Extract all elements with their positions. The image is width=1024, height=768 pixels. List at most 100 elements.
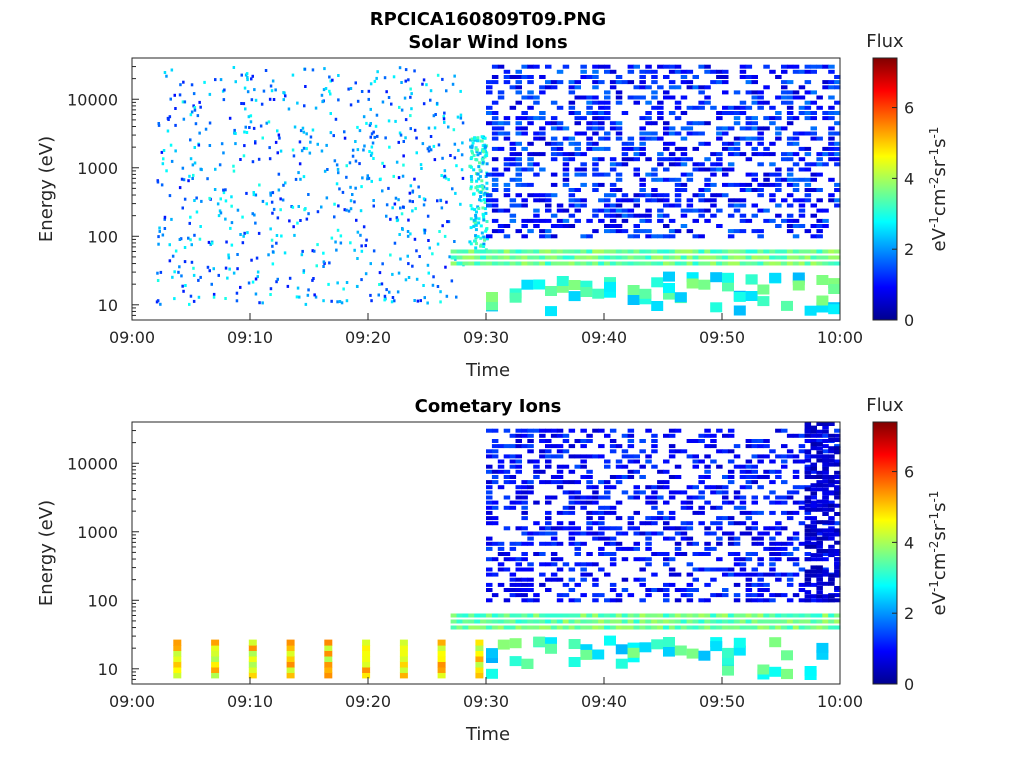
- heatmap-cell: [592, 261, 599, 266]
- heatmap-cell: [663, 500, 670, 505]
- heatmap-cell: [200, 199, 203, 203]
- heatmap-cell: [545, 141, 552, 146]
- heatmap-cell: [786, 249, 794, 254]
- heatmap-cell: [402, 140, 405, 143]
- heatmap-cell: [562, 526, 570, 531]
- heatmap-cell: [633, 261, 640, 266]
- heatmap-cell: [322, 260, 326, 264]
- heatmap-cell: [627, 208, 635, 213]
- heatmap-cell: [657, 193, 664, 198]
- heatmap-cell: [828, 581, 835, 586]
- heatmap-cell: [757, 444, 764, 449]
- heatmap-cell: [645, 485, 652, 490]
- heatmap-cell: [615, 516, 623, 521]
- heatmap-cell: [804, 69, 812, 74]
- heatmap-cell: [792, 619, 800, 624]
- heatmap-cell: [810, 454, 817, 459]
- heatmap-cell: [834, 565, 841, 570]
- heatmap-cell: [435, 101, 439, 105]
- heatmap-cell: [651, 69, 658, 74]
- heatmap-cell: [533, 598, 540, 603]
- heatmap-cell: [232, 271, 236, 275]
- heatmap-cell: [562, 182, 570, 187]
- heatmap-cell: [470, 207, 474, 211]
- heatmap-cell: [293, 125, 297, 129]
- heatmap-cell: [503, 454, 511, 459]
- heatmap-cell: [792, 116, 800, 121]
- heatmap-cell: [816, 229, 823, 234]
- heatmap-cell: [816, 581, 823, 586]
- heatmap-cell: [810, 557, 817, 562]
- heatmap-cell: [798, 198, 806, 203]
- heatmap-cell: [408, 199, 412, 203]
- x-tick-label: 09:50: [699, 692, 745, 711]
- heatmap-cell: [222, 188, 225, 192]
- heatmap-cell: [674, 100, 682, 105]
- heatmap-cell: [710, 80, 717, 85]
- heatmap-cells-2: [173, 422, 841, 680]
- heatmap-cell: [574, 80, 581, 85]
- heatmap-cell: [550, 249, 558, 254]
- heatmap-cell: [609, 625, 617, 630]
- heatmap-cell: [816, 422, 823, 426]
- heatmap-cell: [810, 433, 817, 438]
- heatmap-cell: [834, 157, 841, 162]
- heatmap-cell: [491, 203, 499, 208]
- heatmap-cell: [651, 249, 658, 254]
- heatmap-cell: [757, 100, 764, 105]
- heatmap-cell: [692, 613, 699, 618]
- heatmap-cell: [261, 136, 264, 140]
- heatmap-cell: [475, 661, 484, 668]
- heatmap-cell: [828, 433, 835, 438]
- heatmap-cell: [680, 588, 688, 592]
- heatmap-cell: [704, 261, 711, 266]
- heatmap-cell: [609, 598, 617, 603]
- heatmap-cell: [798, 505, 806, 510]
- heatmap-cell: [727, 203, 735, 208]
- heatmap-cell: [562, 582, 570, 587]
- heatmap-cell: [509, 218, 517, 223]
- heatmap-cell: [479, 195, 483, 198]
- heatmap-cell: [704, 167, 711, 172]
- heatmap-cell: [810, 495, 817, 500]
- heatmap-cell: [810, 544, 817, 549]
- heatmap-cell: [633, 531, 640, 536]
- heatmap-cell: [188, 302, 191, 306]
- heatmap-cell: [804, 177, 812, 182]
- heatmap-cell: [173, 297, 176, 301]
- heatmap-cell: [254, 98, 258, 102]
- heatmap-cell: [550, 577, 558, 582]
- heatmap-cell: [674, 464, 682, 469]
- heatmap-cell: [739, 152, 747, 157]
- heatmap-cell: [550, 572, 558, 577]
- heatmap-cell: [422, 78, 426, 82]
- heatmap-cell: [775, 593, 782, 598]
- heatmap-cell: [515, 619, 522, 624]
- heatmap-cell: [409, 127, 412, 131]
- heatmap-cell: [491, 439, 499, 443]
- heatmap-cell: [491, 229, 499, 234]
- heatmap-cell: [828, 520, 835, 525]
- heatmap-cell: [503, 552, 511, 556]
- heatmap-cell: [556, 428, 564, 433]
- heatmap-cell: [798, 224, 806, 228]
- heatmap-cell: [604, 100, 611, 105]
- heatmap-cell: [633, 613, 640, 618]
- heatmap-cell: [698, 552, 705, 556]
- heatmap-cell: [598, 255, 605, 260]
- heatmap-cell: [270, 238, 274, 242]
- heatmap-cell: [609, 613, 617, 618]
- heatmap-cell: [822, 594, 829, 599]
- heatmap-cell: [367, 176, 371, 180]
- heatmap-cell: [242, 234, 245, 238]
- heatmap-cell: [680, 449, 688, 454]
- heatmap-cell: [409, 184, 413, 188]
- heatmap-cell: [169, 143, 173, 147]
- heatmap-cell: [527, 218, 534, 223]
- heatmap-cell: [479, 199, 483, 203]
- heatmap-cell: [451, 187, 454, 191]
- heatmap-cell: [810, 594, 817, 599]
- heatmap-cell: [422, 203, 426, 207]
- heatmap-cell: [509, 85, 517, 90]
- heatmap-cell: [739, 613, 747, 618]
